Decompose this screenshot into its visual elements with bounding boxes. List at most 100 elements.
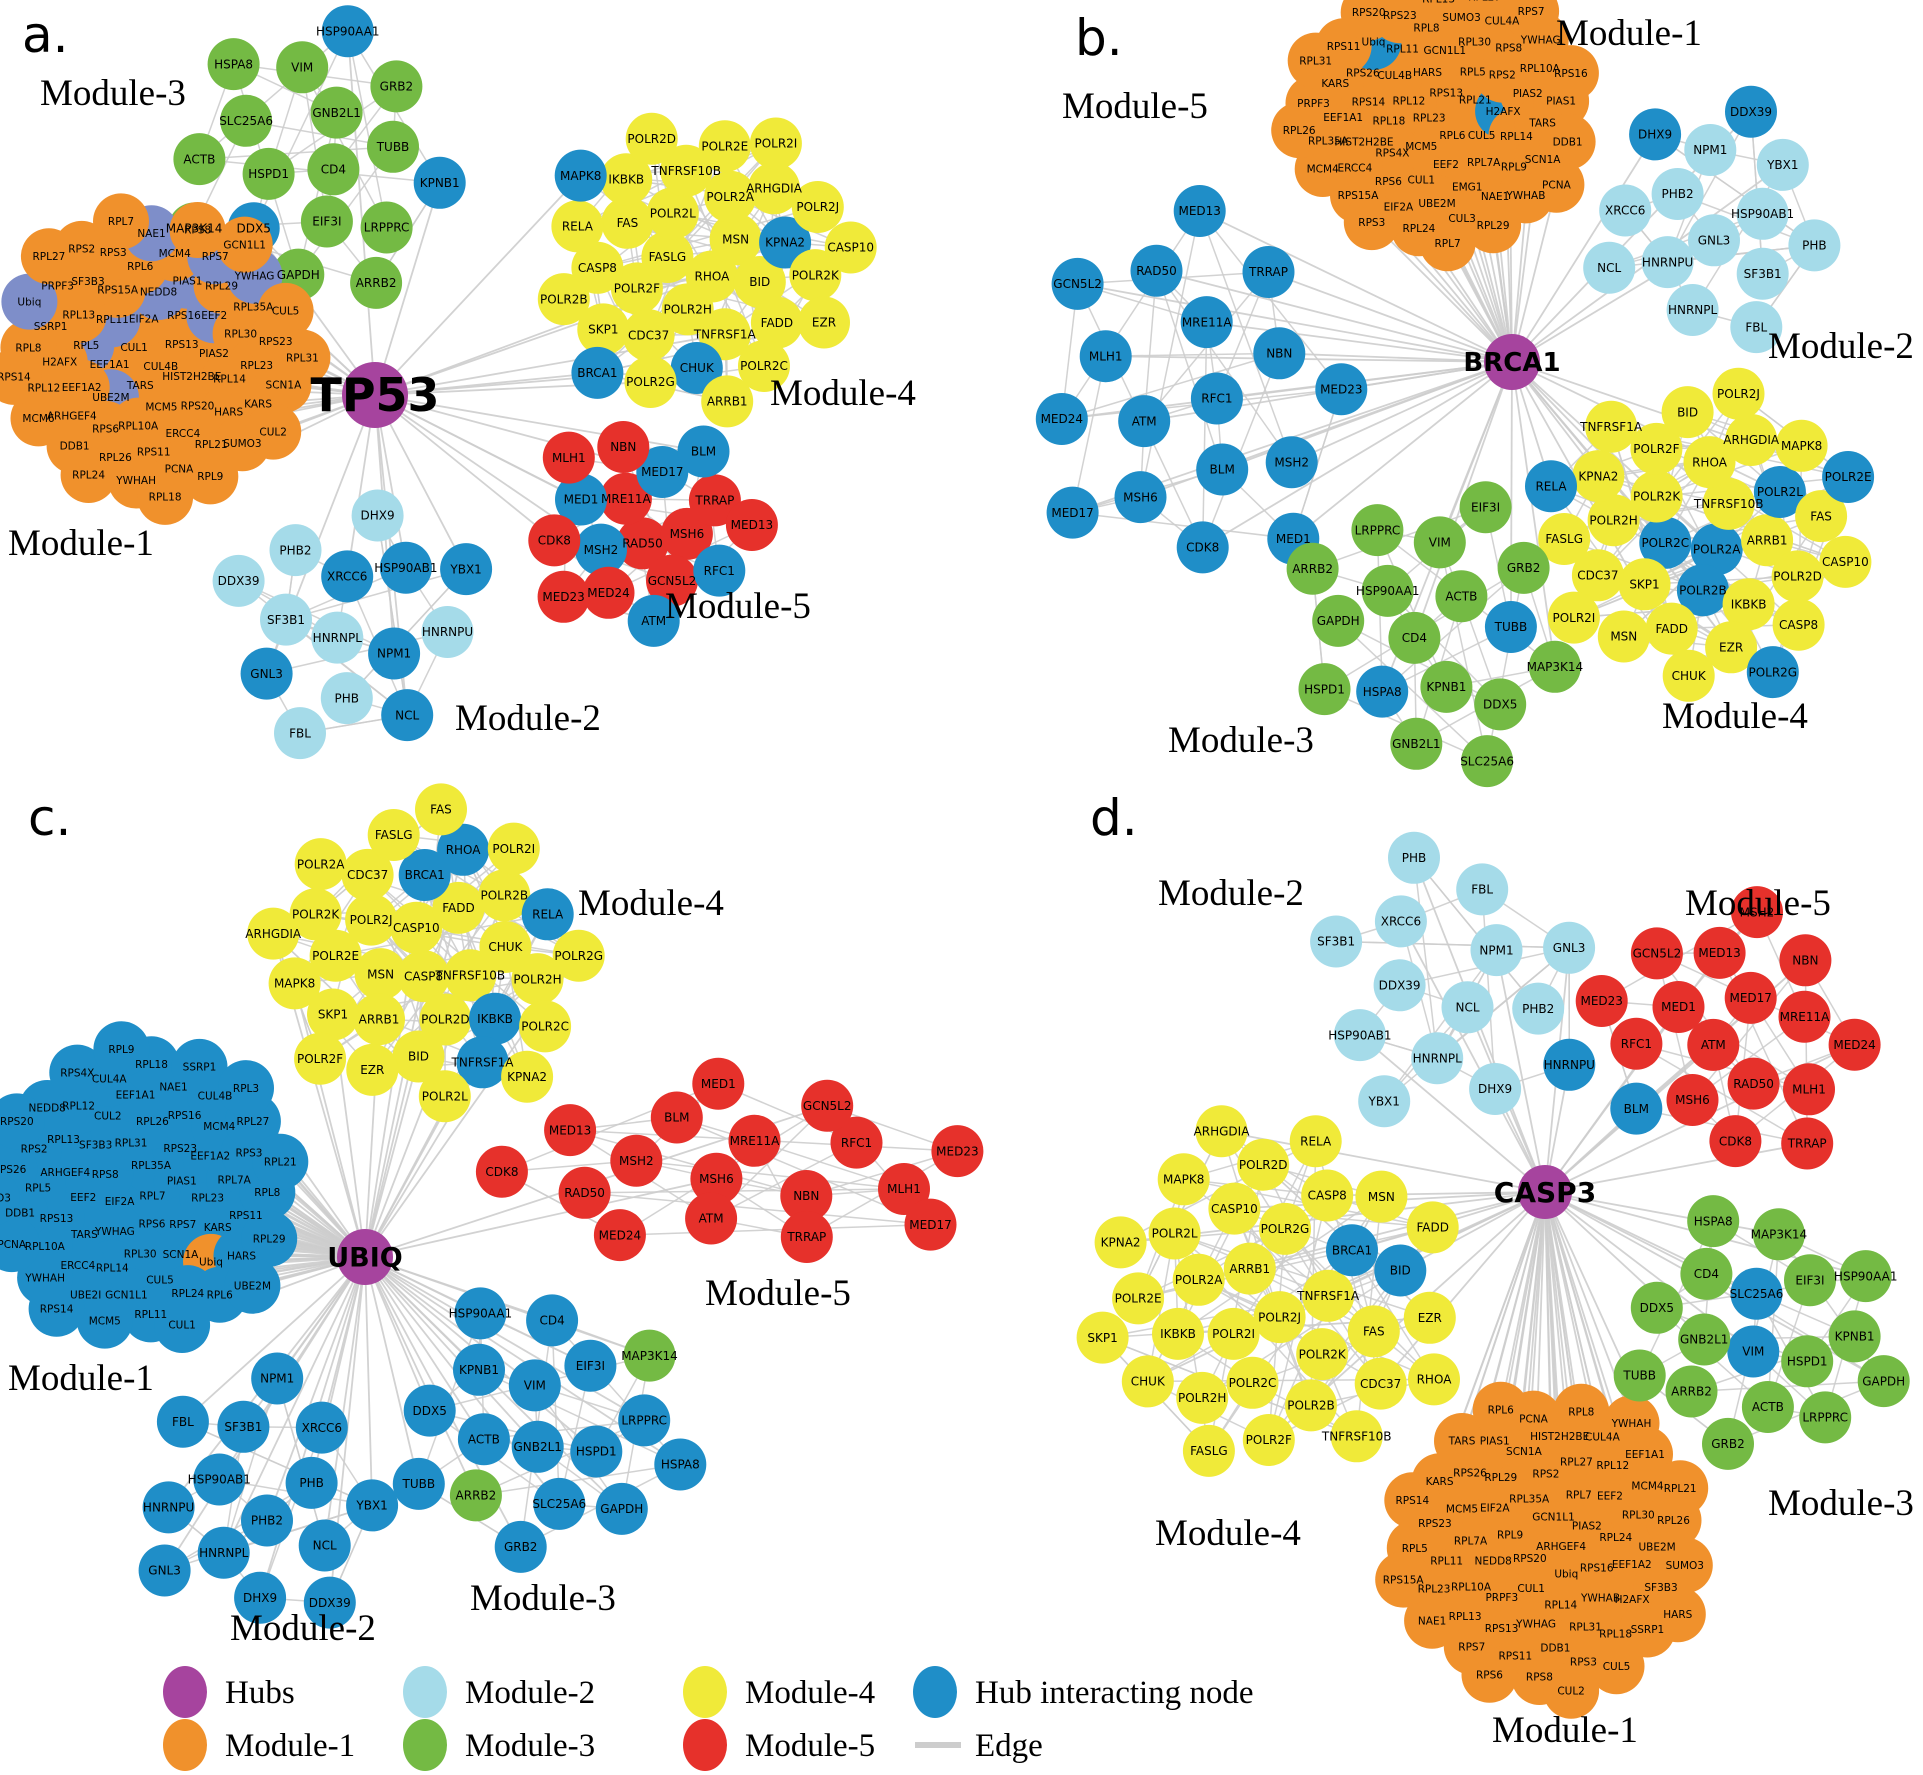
edge <box>1665 515 1822 544</box>
node-NBN <box>597 421 650 473</box>
node-SUMO3 <box>0 1171 20 1225</box>
node-TNFRSF10B <box>1702 477 1755 530</box>
node-POLR2E <box>1822 451 1875 503</box>
legend-label: Module-1 <box>225 1728 355 1764</box>
edge <box>1438 361 1513 543</box>
edge <box>182 1256 366 1423</box>
module-label: Module-1 <box>1492 1710 1638 1751</box>
node-MSH2 <box>1731 886 1783 939</box>
node-ARRB1 <box>701 375 754 428</box>
node-GRB2 <box>1702 1417 1754 1470</box>
node-RPL26 <box>1271 102 1328 159</box>
legend-label: Hub interacting node <box>975 1675 1254 1711</box>
edge <box>364 1256 539 1448</box>
node-HSPD1 <box>1298 663 1351 716</box>
node-RPL7 <box>93 193 149 250</box>
node-GCN5L2 <box>1630 927 1683 980</box>
edge <box>164 1482 312 1572</box>
node-MSH6 <box>1666 1074 1719 1126</box>
node-RPL31 <box>1287 32 1344 89</box>
node-POLR2D <box>1237 1138 1290 1191</box>
node-FAS <box>415 783 467 836</box>
edge <box>1691 1380 1884 1393</box>
edge <box>1481 889 1496 1090</box>
node-MSH6 <box>690 1152 743 1205</box>
node-FBL <box>1730 301 1783 354</box>
node-RPS3 <box>1343 194 1400 251</box>
node-POLR2A <box>704 170 757 223</box>
node-BID <box>733 256 786 308</box>
node-GRB2 <box>370 60 423 113</box>
node-GRB2 <box>494 1520 547 1573</box>
node-YBX1 <box>1358 1075 1411 1128</box>
module-label: Module-3 <box>470 1578 616 1619</box>
node-SKP1 <box>577 303 630 356</box>
edge <box>367 874 546 1027</box>
node-ARHGDIA <box>748 162 800 215</box>
node-ATM <box>1687 1018 1740 1071</box>
node-GRB2 <box>1497 541 1550 594</box>
node-NCL <box>1583 241 1636 294</box>
edge <box>1654 133 1815 247</box>
node-HNRNPL <box>1411 1032 1464 1085</box>
node-RPL8 <box>1553 1383 1610 1440</box>
node-GNL3 <box>138 1544 191 1597</box>
edge <box>1072 511 1294 540</box>
node-MRE11A <box>1180 296 1233 349</box>
node-MED24 <box>593 1209 646 1262</box>
edge <box>1206 321 1513 363</box>
node-FADD <box>750 296 803 349</box>
node-POLR2D <box>625 112 678 165</box>
node-DDB1 <box>1539 113 1596 170</box>
node-IKBKB <box>469 992 521 1045</box>
module-label: Module-4 <box>1662 696 1808 737</box>
node-RPL29 <box>1465 197 1522 254</box>
node-GNL3 <box>240 647 293 700</box>
edge <box>1413 857 1438 1059</box>
edge <box>1376 529 1448 688</box>
node-GCN5L2 <box>801 1079 854 1132</box>
panel-letter: c. <box>28 789 71 847</box>
node-MAP3K14 <box>623 1329 676 1382</box>
node-POLR2D <box>419 993 472 1046</box>
node-MED23 <box>931 1125 984 1178</box>
edge <box>320 1256 366 1428</box>
edge <box>364 1256 650 1357</box>
node-GCN5L2 <box>1051 257 1104 310</box>
node-POLR2K <box>1296 1328 1349 1381</box>
edge <box>1139 210 1201 498</box>
node-VIM <box>1727 1325 1780 1378</box>
edge <box>347 31 388 228</box>
node-FAS <box>1795 490 1848 543</box>
node-UBE2M <box>224 1257 281 1314</box>
node-CD4 <box>526 1294 579 1347</box>
edge <box>619 1223 931 1236</box>
edge <box>364 1256 536 1387</box>
node-CDK8 <box>475 1145 528 1198</box>
node-POLR2A <box>1172 1253 1225 1306</box>
node-PHB2 <box>1651 168 1704 220</box>
edge <box>364 1256 477 1496</box>
node-CHUK <box>1662 649 1715 702</box>
node-ACTB <box>1435 570 1488 623</box>
edge <box>584 1192 931 1226</box>
edge <box>1413 857 1539 1010</box>
edge <box>1202 353 1280 548</box>
edge <box>364 1256 645 1422</box>
edge <box>1155 270 1223 470</box>
node-SF3B1 <box>217 1400 270 1453</box>
node-TNFRSF1A <box>456 1036 509 1089</box>
node-MED23 <box>537 570 590 623</box>
node-CASP10 <box>824 221 877 274</box>
node-VIM <box>508 1359 561 1412</box>
node-EIF3I <box>564 1339 617 1392</box>
node-BID <box>392 1030 445 1083</box>
node-BLM <box>1610 1082 1663 1135</box>
legend-label: Edge <box>975 1728 1043 1764</box>
node-CHUK <box>1121 1355 1174 1408</box>
node-MSN <box>1355 1170 1408 1223</box>
edge <box>1336 940 1570 949</box>
node-POLR2I <box>1547 591 1600 644</box>
node-RHOA <box>1408 1353 1460 1406</box>
hub-label-TP53: TP53 <box>310 368 439 422</box>
